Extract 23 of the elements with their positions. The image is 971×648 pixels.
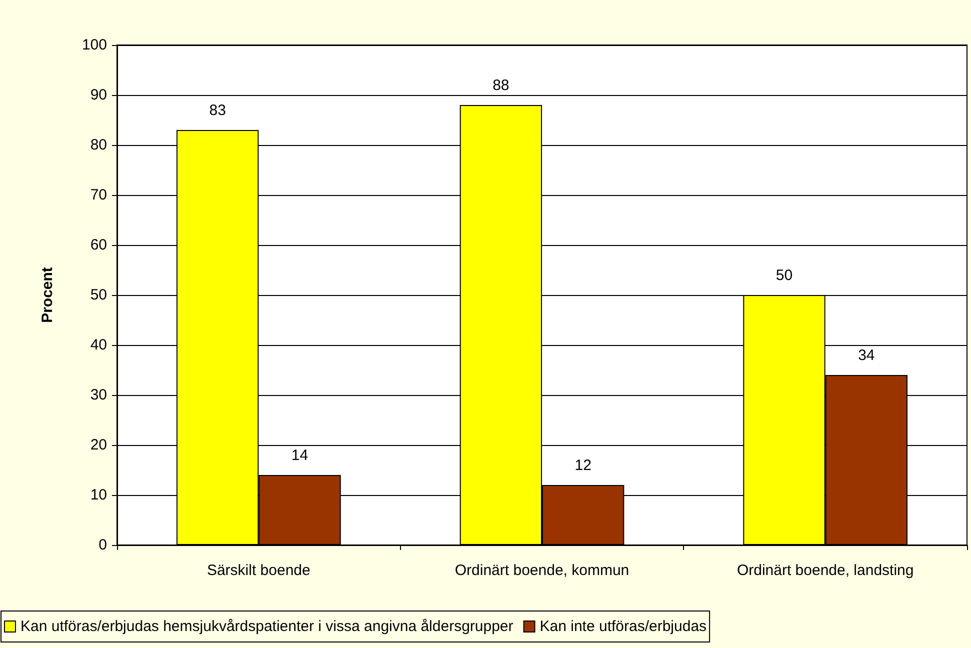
legend-label: Kan utföras/erbjudas hemsjukvårdspatienter i vissa angivna åldersgrupper [20, 618, 514, 635]
y-tick-label: 100 [82, 36, 107, 54]
y-tick-label: 40 [90, 336, 107, 354]
x-tick-label: Särskilt boende [206, 562, 310, 579]
y-tick-label: 90 [90, 86, 107, 104]
y-tick-label: 50 [90, 286, 107, 304]
y-tick-label: 70 [90, 186, 107, 204]
y-tick-label: 30 [90, 386, 107, 404]
data-label: 83 [209, 102, 226, 119]
y-tick-label: 0 [98, 536, 107, 554]
y-tick-label: 20 [90, 436, 107, 454]
legend-label: Kan inte utföras/erbjudas [540, 618, 707, 635]
data-label: 88 [492, 77, 510, 94]
x-tick-label: Ordinärt boende, kommun [454, 562, 630, 579]
data-label: 12 [574, 457, 592, 474]
data-label: 50 [776, 267, 793, 284]
y-axis-title: Procent [39, 267, 56, 323]
y-tick-label: 60 [90, 236, 107, 254]
y-tick-label: 10 [90, 486, 107, 504]
x-tick-label: Ordinärt boende, landsting [736, 562, 914, 579]
y-tick-label: 80 [90, 136, 107, 154]
data-label: 34 [858, 347, 875, 364]
data-label: 14 [291, 447, 308, 464]
